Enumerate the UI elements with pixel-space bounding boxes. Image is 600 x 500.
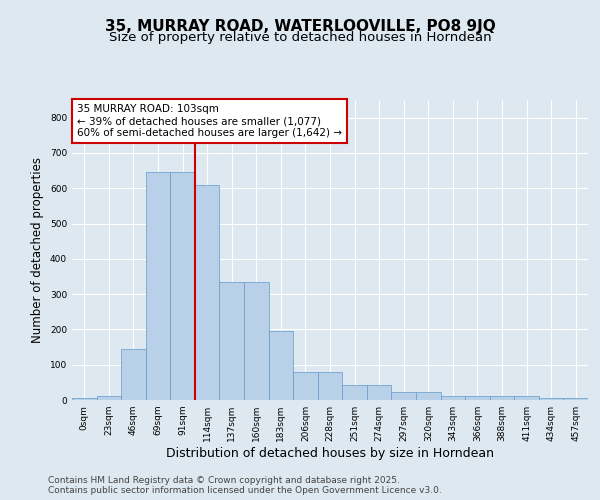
Bar (146, 172, 170, 400)
Bar (440, 396, 465, 400)
Bar (514, 396, 539, 400)
Bar (195, 184, 220, 400)
Text: 35, MURRAY ROAD, WATERLOOVILLE, PO8 9JQ: 35, MURRAY ROAD, WATERLOOVILLE, PO8 9JQ (104, 18, 496, 34)
Bar (220, 282, 244, 400)
Bar (72, 398, 97, 400)
Bar (490, 396, 514, 400)
Bar (170, 172, 195, 400)
Bar (465, 396, 490, 400)
Bar (416, 392, 440, 400)
Bar (269, 331, 293, 400)
Bar (244, 282, 269, 400)
Text: 35 MURRAY ROAD: 103sqm
← 39% of detached houses are smaller (1,077)
60% of semi-: 35 MURRAY ROAD: 103sqm ← 39% of detached… (77, 104, 342, 138)
X-axis label: Distribution of detached houses by size in Horndean: Distribution of detached houses by size … (166, 447, 494, 460)
Text: Size of property relative to detached houses in Horndean: Size of property relative to detached ho… (109, 31, 491, 44)
Text: Contains HM Land Registry data © Crown copyright and database right 2025.
Contai: Contains HM Land Registry data © Crown c… (48, 476, 442, 495)
Bar (318, 372, 342, 400)
Bar (367, 385, 391, 400)
Bar (121, 349, 146, 400)
Bar (563, 398, 588, 400)
Bar (293, 372, 318, 400)
Bar (391, 392, 416, 400)
Y-axis label: Number of detached properties: Number of detached properties (31, 157, 44, 343)
Bar (539, 398, 563, 400)
Bar (342, 385, 367, 400)
Bar (97, 396, 121, 400)
